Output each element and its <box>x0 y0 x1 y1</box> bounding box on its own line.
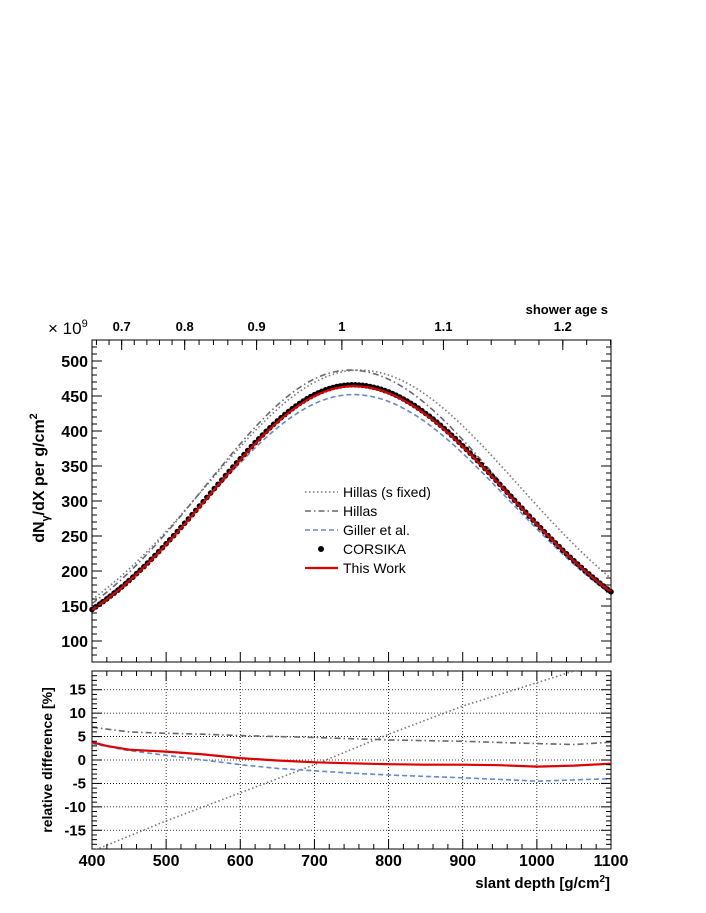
legend-label: Hillas (s fixed) <box>343 484 431 500</box>
age-tick-label: 1.2 <box>554 319 572 334</box>
diff-hillas-line <box>92 726 611 746</box>
x-tick-label: 500 <box>153 853 180 870</box>
top-plot-frame <box>91 339 612 663</box>
legend-marker <box>318 546 324 552</box>
legend-entry-this-work: This Work <box>305 560 407 576</box>
x-tick-label: 900 <box>449 853 476 870</box>
top-y-tick-label: 100 <box>61 634 88 651</box>
x-tick-label: 600 <box>227 853 254 870</box>
bottom-grid <box>92 671 611 849</box>
legend: Hillas (s fixed) Hillas Giller et al. CORSI… <box>305 484 431 576</box>
bottom-y-tick-label: 0 <box>78 752 86 769</box>
legend-entry-giller: Giller et al. <box>305 522 410 538</box>
x-tick-label: 1100 <box>594 853 629 870</box>
bottom-y-axis-label: relative difference [%] <box>39 687 55 833</box>
bottom-y-tick-label: -15 <box>64 822 86 839</box>
top-y-tick-label: 250 <box>61 529 88 546</box>
age-tick-label: 0.8 <box>176 319 194 334</box>
top-y-tick-label: 350 <box>61 459 88 476</box>
legend-label: This Work <box>343 560 407 576</box>
x-axis-label: slant depth [g/cm2] <box>475 874 610 892</box>
legend-entry-corsika: CORSIKA <box>318 541 407 557</box>
bottom-y-tick-label: 15 <box>69 682 86 699</box>
age-tick-label: 0.7 <box>113 319 131 334</box>
bottom-y-tick-label: 5 <box>78 729 86 746</box>
bottom-panel: -15 -10 -5 0 5 10 15 400 500 600 700 800 900 1000 110… <box>39 670 629 892</box>
multiplier-label: × 109 <box>48 318 88 338</box>
x-tick-label: 400 <box>79 853 106 870</box>
x-tick-label: 800 <box>375 853 402 870</box>
top-curves <box>89 369 614 613</box>
legend-entry-hillas-s-fixed: Hillas (s fixed) <box>305 484 431 500</box>
diff-this-work-line <box>92 741 611 768</box>
x-tick-label: 700 <box>301 853 328 870</box>
top-y-tick-label: 450 <box>61 389 88 406</box>
top-y-axis-label: dNγ/dX per g/cm2 <box>28 413 52 543</box>
top-age-axis-label: shower age s <box>526 302 608 317</box>
top-y-tick-label: 150 <box>61 599 88 616</box>
top-age-axis: 0.7 0.8 0.9 1 1.1 1.2 <box>95 319 612 350</box>
legend-label: Hillas <box>343 503 377 519</box>
legend-label: Giller et al. <box>343 522 410 538</box>
bottom-y-ticks: -15 -10 -5 0 5 10 15 <box>64 675 611 845</box>
age-tick-label: 1.1 <box>434 319 452 334</box>
top-y-tick-label: 400 <box>61 424 88 441</box>
bottom-curves <box>92 671 611 849</box>
x-tick-label: 1000 <box>519 853 555 870</box>
top-y-tick-label: 500 <box>61 354 88 371</box>
legend-entry-hillas: Hillas <box>305 503 377 519</box>
top-panel: 100 150 200 250 300 350 400 450 500 0.7 0.8 0.9 1 1.… <box>28 302 614 663</box>
bottom-y-tick-label: -10 <box>64 799 86 816</box>
bottom-x-ticks: 400 500 600 700 800 900 1000 1100 <box>79 671 629 870</box>
top-y-tick-label: 200 <box>61 564 88 581</box>
bottom-y-tick-label: 10 <box>69 705 86 722</box>
age-tick-label: 0.9 <box>248 319 266 334</box>
legend-label: CORSIKA <box>343 541 407 557</box>
top-x-ticks <box>91 652 612 662</box>
top-y-tick-label: 300 <box>61 494 88 511</box>
age-tick-label: 1 <box>338 319 345 334</box>
diff-giller-line <box>92 742 611 782</box>
top-y-ticks: 100 150 200 250 300 350 400 450 500 <box>61 346 611 656</box>
bottom-y-tick-label: -5 <box>73 775 86 792</box>
series-this-work-line <box>91 385 612 611</box>
